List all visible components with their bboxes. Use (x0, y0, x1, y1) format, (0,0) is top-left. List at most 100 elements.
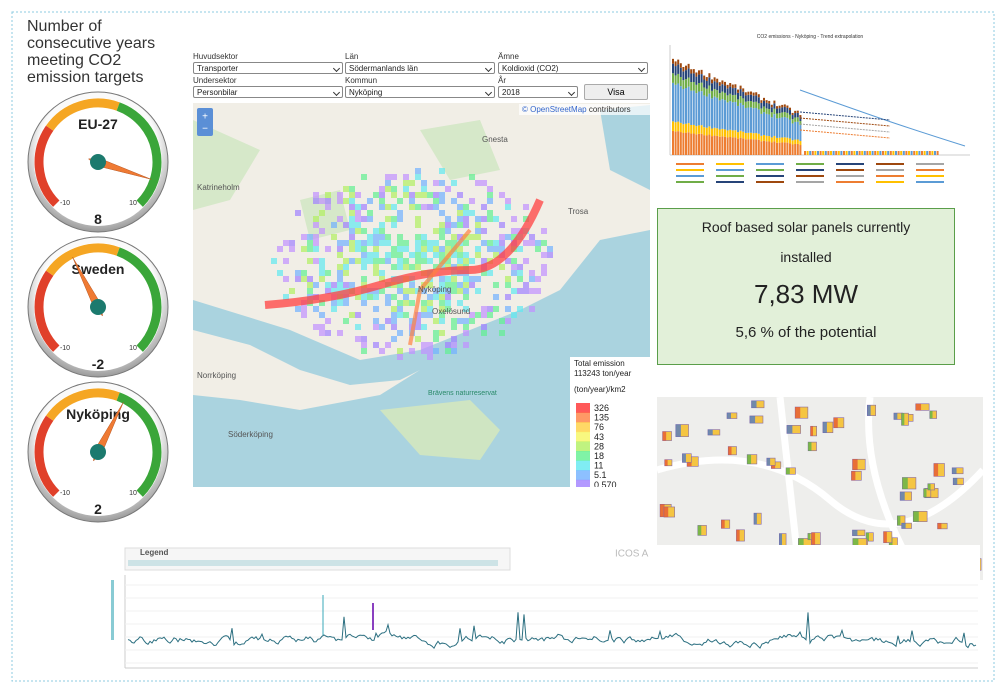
co2-legend-key (676, 169, 704, 171)
emission-cell (451, 336, 457, 342)
co2-bar (685, 70, 687, 80)
emission-cell (397, 300, 403, 306)
emission-cell (355, 216, 361, 222)
emission-cell (283, 240, 289, 246)
co2-bar (685, 123, 687, 133)
emission-cell (397, 264, 403, 270)
co2-bar (768, 100, 771, 104)
attribution-link[interactable]: © OpenStreetMap (522, 105, 587, 114)
co2-bar (687, 68, 690, 78)
emission-cell (451, 324, 457, 330)
emission-cell (355, 336, 361, 342)
select[interactable]: Södermanlands län (345, 62, 495, 74)
select[interactable]: Koldioxid (CO2) (498, 62, 648, 74)
emission-cell (505, 276, 511, 282)
emission-cell (283, 294, 289, 300)
emission-cell (409, 204, 415, 210)
emission-cell (415, 216, 421, 222)
co2-bar (690, 90, 693, 125)
co2-legend-key (876, 181, 904, 183)
zoom-out[interactable]: − (202, 124, 208, 135)
co2-bar (799, 141, 802, 146)
select[interactable]: Personbilar (193, 86, 343, 98)
co2-bar (690, 82, 693, 91)
emission-cell (457, 216, 463, 222)
co2-bar (796, 112, 799, 118)
co2-bar (744, 107, 747, 134)
co2-bar (934, 151, 936, 155)
emission-cell (307, 258, 313, 264)
emission-cell (415, 192, 421, 198)
select[interactable]: Nyköping (345, 86, 495, 98)
zoom-in[interactable]: + (202, 112, 208, 123)
emission-cell (337, 300, 343, 306)
co2-bar (685, 88, 687, 124)
co2-bar (692, 90, 695, 125)
emission-cell (355, 246, 361, 252)
co2-bar (786, 105, 789, 108)
gauge-max: 10 (129, 200, 137, 207)
emission-cell (295, 270, 301, 276)
roof-panel (811, 532, 816, 545)
emission-cell (349, 222, 355, 228)
co2-bar (770, 142, 773, 155)
emission-cell (523, 204, 529, 210)
co2-bar (763, 135, 765, 141)
emission-cell (421, 324, 427, 330)
emission-cell (361, 342, 367, 348)
co2-bar (773, 114, 776, 136)
co2-legend-key (796, 163, 824, 165)
map-water (193, 230, 650, 487)
co2-bar (861, 151, 864, 155)
roof-panel (664, 459, 668, 466)
emission-cell (361, 252, 367, 258)
co2-bar (757, 139, 760, 155)
co2-bar (763, 100, 765, 107)
co2-bar (731, 95, 734, 103)
emission-cell (529, 276, 535, 282)
co2-legend-key (756, 163, 784, 165)
emission-cell (505, 198, 511, 204)
co2-bar (913, 151, 916, 155)
emission-cell (433, 180, 439, 186)
co2-bar (734, 130, 737, 138)
roof-panel (747, 454, 752, 464)
emission-cell (325, 192, 331, 198)
emission-cell (433, 330, 439, 336)
co2-bar (687, 132, 690, 155)
legend-value: 135 (594, 413, 609, 423)
co2-bar (900, 151, 903, 155)
select[interactable]: 2018 (498, 86, 578, 98)
co2-bar (869, 151, 871, 155)
emission-cell (385, 252, 391, 258)
emission-cell (481, 204, 487, 210)
emission-cell (487, 198, 493, 204)
co2-bar (731, 102, 734, 131)
emission-cell (367, 234, 373, 240)
select[interactable]: Transporter (193, 62, 343, 74)
co2-bar (830, 151, 832, 155)
co2-bar (874, 151, 877, 155)
co2-bar (742, 131, 745, 139)
co2-bar (734, 94, 737, 102)
co2-bar (731, 84, 734, 89)
emission-cell (367, 240, 373, 246)
co2-legend-key (676, 163, 704, 165)
attribution-bg (519, 104, 650, 115)
co2-legend-key (876, 175, 904, 177)
emission-cell (319, 228, 325, 234)
emission-cell (547, 252, 553, 258)
emission-cell (535, 246, 541, 252)
ts-legend-box (124, 547, 511, 571)
emission-cell (487, 210, 493, 216)
emission-cell (367, 198, 373, 204)
co2-bar (776, 113, 778, 119)
co2-bar (794, 143, 797, 155)
show-button[interactable]: Visa (584, 84, 648, 100)
emission-cell (343, 258, 349, 264)
roof-panel (952, 467, 957, 474)
emission-cell (433, 318, 439, 324)
emission-cell (445, 186, 451, 192)
zoom-control[interactable] (197, 108, 213, 136)
roof-panel (751, 400, 757, 408)
